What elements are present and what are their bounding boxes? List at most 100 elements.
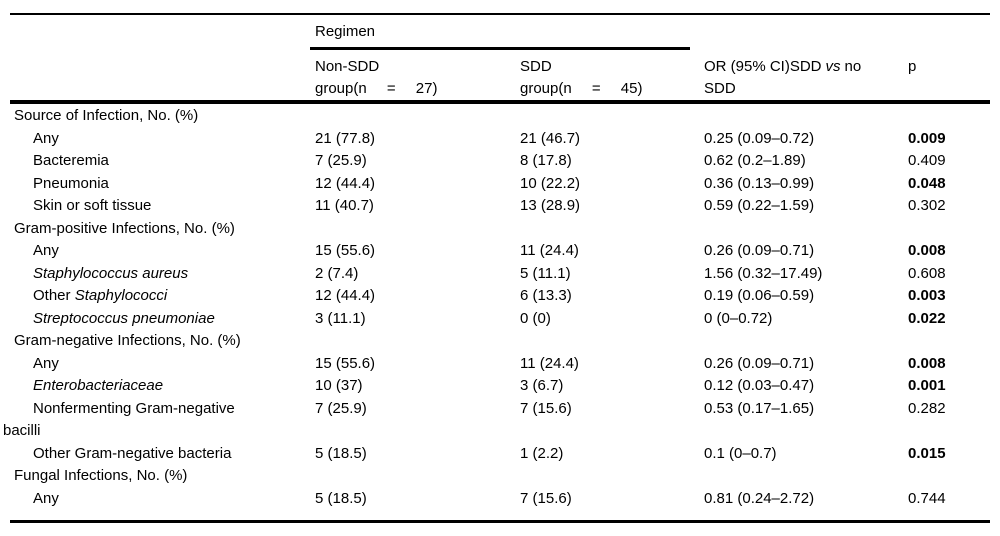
row-label: Skin or soft tissue xyxy=(3,195,341,218)
cell-odds-ratio-value: 0 (0–0.72) xyxy=(704,309,773,327)
table-row: Pneumonia 12 (44.4) 10 (22.2) 0.36 (0.13–0.… xyxy=(0,173,1000,196)
row-label: Any xyxy=(3,240,341,263)
row-label-text: Bacteremia xyxy=(33,152,109,169)
row-label-italic-text: Staphylococcus aureus xyxy=(33,264,189,282)
row-label: Any xyxy=(3,488,341,511)
row-label-text: Other xyxy=(33,287,75,304)
row-label-text: Pneumonia xyxy=(33,174,109,192)
cell-nonsdd-value: 7 (25.9) xyxy=(315,152,367,169)
row-label: Other Gram-negative bacteria xyxy=(3,443,341,466)
table-row: Nonfermenting Gram-negative 7 (25.9) 7 (15… xyxy=(0,398,1000,421)
cell-p-value: 0.015 xyxy=(908,444,946,462)
cell-nonsdd-value: 21 (77.8) xyxy=(315,129,376,147)
cell-sdd-value: 6 (13.3) xyxy=(520,287,572,304)
row-label: Staphylococcus aureus xyxy=(3,263,341,286)
cell-nonsdd-value: 12 (44.4) xyxy=(315,287,376,304)
cell-nonsdd-value: 5 (18.5) xyxy=(315,444,367,462)
cell-odds-ratio-value: 0.81 (0.24–2.72) xyxy=(704,489,815,507)
column-header-or-suffix: no SDD xyxy=(704,58,862,97)
cell-sdd-value: 3 (6.7) xyxy=(520,377,564,394)
cell-odds-ratio-value: 1.56 (0.32–17.49) xyxy=(704,264,823,282)
cell-sdd-value: 8 (17.8) xyxy=(520,152,572,169)
table-row: Enterobacteriaceae 10 (37) 3 (6.7) 0.12 (0.… xyxy=(0,375,1000,398)
cell-odds-ratio-value: 0.53 (0.17–1.65) xyxy=(704,399,815,417)
table-section-row: Fungal Infections, No. (%) xyxy=(0,465,1000,488)
cell-p-value: 0.048 xyxy=(908,174,946,192)
row-label: Enterobacteriaceae xyxy=(3,375,341,398)
row-label: Gram-negative Infections, No. (%) xyxy=(3,330,322,353)
cell-sdd-value: 10 (22.2) xyxy=(520,174,581,192)
cell-nonsdd-value: 2 (7.4) xyxy=(315,264,359,282)
column-header-p-value: p xyxy=(908,58,917,75)
table-row: Other Gram-negative bacteria 5 (18.5) 1 (2… xyxy=(0,443,1000,466)
cell-p-value: 0.608 xyxy=(908,264,946,282)
cell-sdd-value: 1 (2.2) xyxy=(520,444,564,462)
cell-p-value: 0.003 xyxy=(908,287,946,304)
table-header-rule xyxy=(10,100,990,104)
table-body: Source of Infection, No. (%) Any 21 (77.8)… xyxy=(0,105,1000,510)
row-label: Any xyxy=(3,128,341,151)
row-label-text: Any xyxy=(33,354,59,372)
row-label-text: Any xyxy=(33,129,59,147)
cell-odds-ratio-value: 0.26 (0.09–0.71) xyxy=(704,242,815,259)
cell-odds-ratio-value: 0.12 (0.03–0.47) xyxy=(704,377,815,394)
row-label: Source of Infection, No. (%) xyxy=(3,105,322,128)
table-row: Any 15 (55.6) 11 (24.4) 0.26 (0.09–0.71) 0.0… xyxy=(0,240,1000,263)
cell-nonsdd-value: 11 (40.7) xyxy=(315,197,374,214)
cell-nonsdd-value: 5 (18.5) xyxy=(315,489,367,507)
cell-p-value: 0.008 xyxy=(908,354,946,372)
cell-nonsdd-value: 10 (37) xyxy=(315,377,363,394)
regimen-spanner-label: Regimen xyxy=(315,23,376,40)
regimen-spanner-rule xyxy=(310,47,690,50)
cell-odds-ratio-value: 0.59 (0.22–1.59) xyxy=(704,197,815,214)
column-header-sdd-line1: SDD xyxy=(520,58,552,75)
cell-odds-ratio-value: 0.19 (0.06–0.59) xyxy=(704,287,815,304)
cell-odds-ratio-value: 0.62 (0.2–1.89) xyxy=(704,152,806,169)
cell-sdd-value: 0 (0) xyxy=(520,309,551,327)
cell-sdd-value: 7 (15.6) xyxy=(520,399,572,417)
cell-p-value: 0.302 xyxy=(908,197,946,214)
column-header-or-vs: vs xyxy=(825,58,841,75)
cell-nonsdd-value: 7 (25.9) xyxy=(315,399,367,417)
row-label-text: Nonfermenting Gram-negative xyxy=(33,399,235,417)
cell-nonsdd-value: 15 (55.6) xyxy=(315,242,376,259)
table-section-row: Source of Infection, No. (%) xyxy=(0,105,1000,128)
row-label: Any xyxy=(3,353,341,376)
row-label: Nonfermenting Gram-negative xyxy=(3,398,341,421)
row-label-text: Other Gram-negative bacteria xyxy=(33,444,232,462)
cell-odds-ratio-value: 0.26 (0.09–0.71) xyxy=(704,354,815,372)
row-label-italic-text: Streptococcus pneumoniae xyxy=(33,309,215,327)
cell-nonsdd-value: 12 (44.4) xyxy=(315,174,376,192)
cell-sdd-value: 5 (11.1) xyxy=(520,264,571,282)
table-row: Skin or soft tissue 11 (40.7) 13 (28.9) 0.5… xyxy=(0,195,1000,218)
cell-nonsdd-value: 15 (55.6) xyxy=(315,354,376,372)
row-label-text: Any xyxy=(33,242,59,259)
row-label-text: Fungal Infections, No. (%) xyxy=(14,467,188,484)
row-label-italic-text: Enterobacteriaceae xyxy=(33,377,164,394)
row-label: Fungal Infections, No. (%) xyxy=(3,465,322,488)
table-section-row: Gram-positive Infections, No. (%) xyxy=(0,218,1000,241)
table-row: Streptococcus pneumoniae 3 (11.1) 0 (0) 0 (… xyxy=(0,308,1000,331)
cell-p-value: 0.744 xyxy=(908,489,946,507)
row-label: Bacteremia xyxy=(3,150,341,173)
table-row: bacilli xyxy=(0,420,1000,443)
table-row: Any 5 (18.5) 7 (15.6) 0.81 (0.24–2.72) 0.744 xyxy=(0,488,1000,511)
table-row: Any 15 (55.6) 11 (24.4) 0.26 (0.09–0.71) 0.0… xyxy=(0,353,1000,376)
column-header-nonsdd-line2: group(n = 27) xyxy=(315,80,438,97)
cell-odds-ratio-value: 0.1 (0–0.7) xyxy=(704,444,777,462)
cell-sdd-value: 11 (24.4) xyxy=(520,354,579,372)
row-label: bacilli xyxy=(3,420,311,443)
row-label-text: Any xyxy=(33,489,59,507)
cell-sdd-value: 21 (46.7) xyxy=(520,129,581,147)
row-label-text: Skin or soft tissue xyxy=(33,197,152,214)
cell-nonsdd-value: 3 (11.1) xyxy=(315,309,366,327)
table-bottom-rule xyxy=(10,520,990,523)
table-row: Other Staphylococci 12 (44.4) 6 (13.3) 0.19… xyxy=(0,285,1000,308)
cell-odds-ratio-value: 0.25 (0.09–0.72) xyxy=(704,129,815,147)
table-row: Bacteremia 7 (25.9) 8 (17.8) 0.62 (0.2–1.89… xyxy=(0,150,1000,173)
column-header-sdd-line2: group(n = 45) xyxy=(520,80,643,97)
cell-sdd-value: 13 (28.9) xyxy=(520,197,581,214)
row-label-text: Source of Infection, No. (%) xyxy=(14,107,199,124)
column-header-or-prefix: OR (95% CI)SDD xyxy=(704,58,822,75)
